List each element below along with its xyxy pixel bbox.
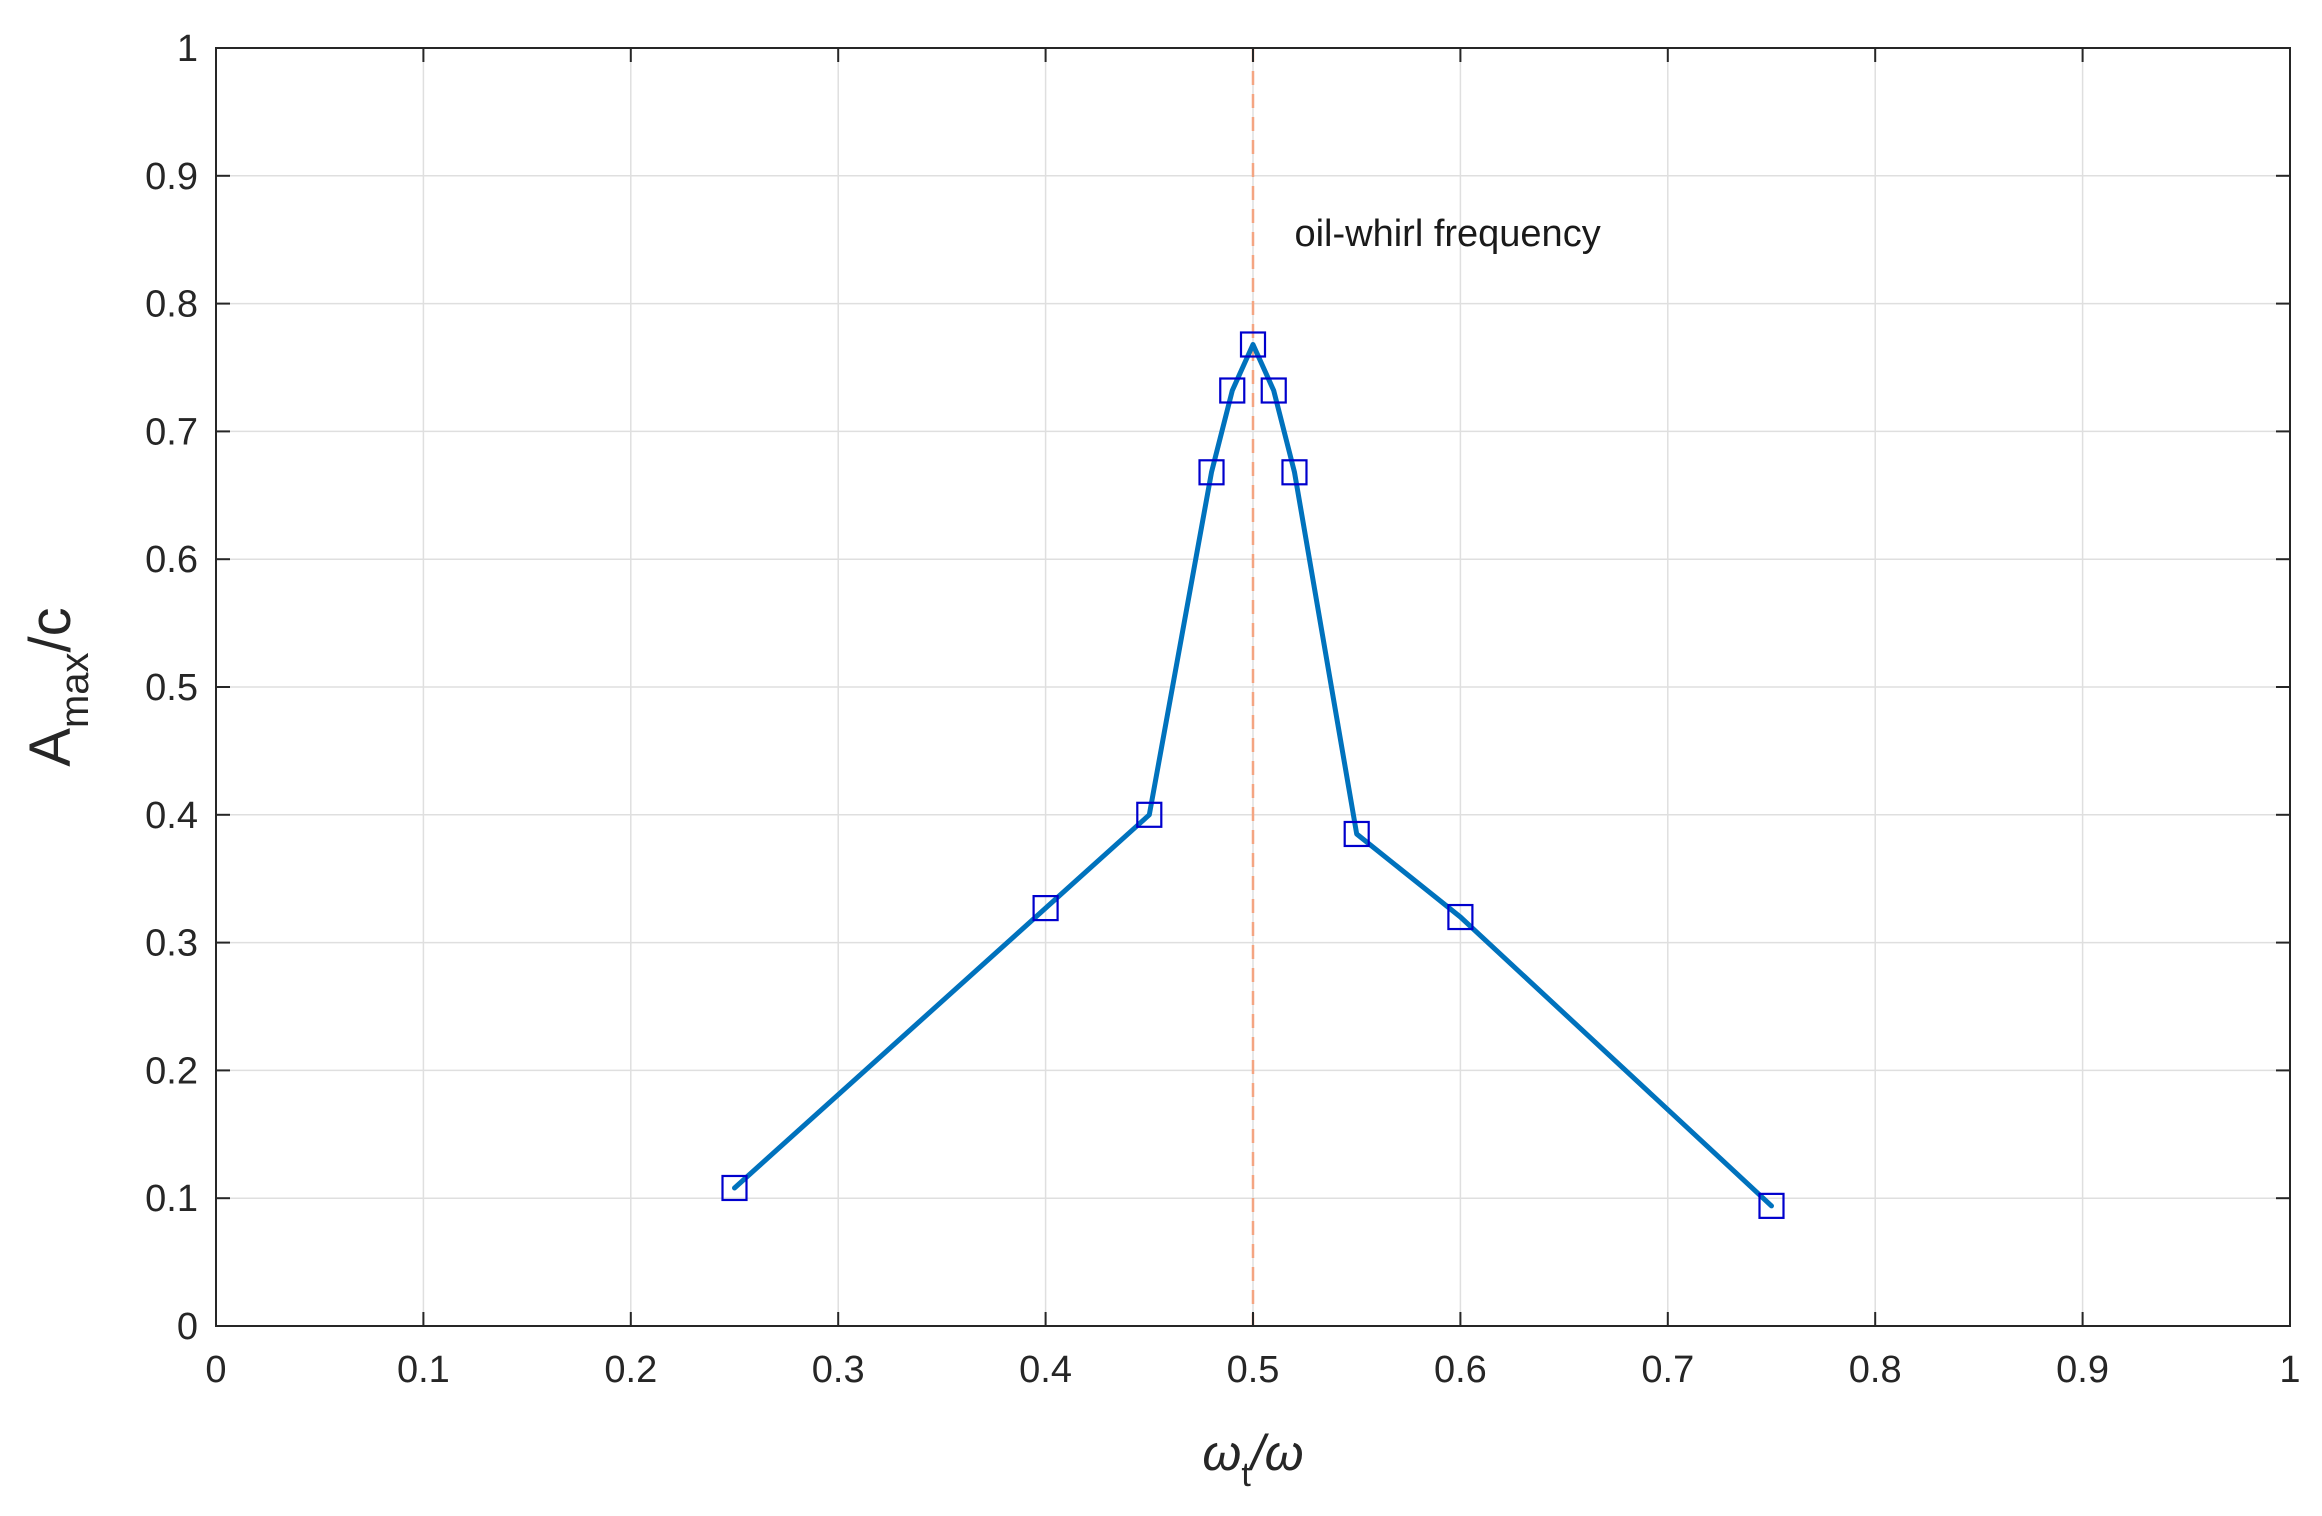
x-tick-label: 1	[2279, 1349, 2300, 1391]
data-point-marker	[1281, 459, 1308, 486]
y-tick-label: 0.3	[145, 923, 198, 965]
data-point-marker	[1758, 1192, 1785, 1219]
data-point-marker	[1239, 331, 1267, 358]
data-point-marker	[1260, 377, 1287, 404]
y-tick-label: 0.2	[145, 1050, 198, 1092]
y-tick-label: 0.8	[145, 284, 198, 326]
x-axis-title-sub: t	[1241, 1456, 1251, 1494]
data-point-marker	[721, 1174, 748, 1202]
data-point-marker	[1198, 459, 1225, 486]
y-tick-labels: 0 0.1 0.2 0.3 0.4 0.5 0.6 0.7 0.8 0.9 1	[145, 28, 198, 1348]
x-tick-label: 0	[205, 1349, 226, 1391]
y-axis-title-rest: /c	[18, 607, 83, 652]
x-tick-label: 0.3	[812, 1349, 865, 1391]
data-point-marker	[1343, 820, 1370, 848]
x-tick-labels: 0 0.1 0.2 0.3 0.4 0.5 0.6 0.7 0.8 0.9 1	[205, 1349, 2300, 1391]
series-group	[721, 331, 1785, 1219]
y-tick-label: 0	[177, 1306, 198, 1348]
y-tick-label: 1	[177, 28, 198, 70]
x-tick-label: 0.1	[397, 1349, 450, 1391]
data-point-marker	[1136, 801, 1163, 828]
x-tick-label: 0.8	[1849, 1349, 1902, 1391]
y-axis-title-main: A	[18, 728, 83, 767]
x-tick-label: 0.5	[1227, 1349, 1280, 1391]
x-tick-label: 0.7	[1641, 1349, 1694, 1391]
x-tick-label: 0.9	[2056, 1349, 2109, 1391]
x-tick-label: 0.2	[604, 1349, 657, 1391]
x-axis-title: ωt/ω	[1202, 1425, 1303, 1494]
data-point-marker	[1032, 894, 1059, 922]
tick-marks	[215, 47, 2291, 1327]
data-point-marker	[1219, 377, 1246, 404]
y-axis-title: Amax/c	[18, 607, 97, 766]
x-tick-label: 0.4	[1019, 1349, 1072, 1391]
y-tick-label: 0.9	[145, 156, 198, 198]
y-tick-label: 0.1	[145, 1178, 198, 1220]
x-tick-label: 0.6	[1434, 1349, 1487, 1391]
x-axis-title-main: ω	[1202, 1425, 1241, 1481]
y-tick-label: 0.6	[145, 539, 198, 581]
annotation-oil-whirl-frequency: oil-whirl frequency	[1294, 213, 1600, 255]
annotation-group: oil-whirl frequency	[1294, 213, 1600, 255]
y-tick-label: 0.4	[145, 795, 198, 837]
y-axis-title-sub: max	[53, 652, 97, 728]
series-line	[732, 342, 1774, 1209]
x-axis-title-rest: /ω	[1248, 1425, 1304, 1481]
data-point-marker	[1447, 903, 1474, 931]
y-tick-label: 0.5	[145, 667, 198, 709]
y-tick-label: 0.7	[145, 411, 198, 453]
